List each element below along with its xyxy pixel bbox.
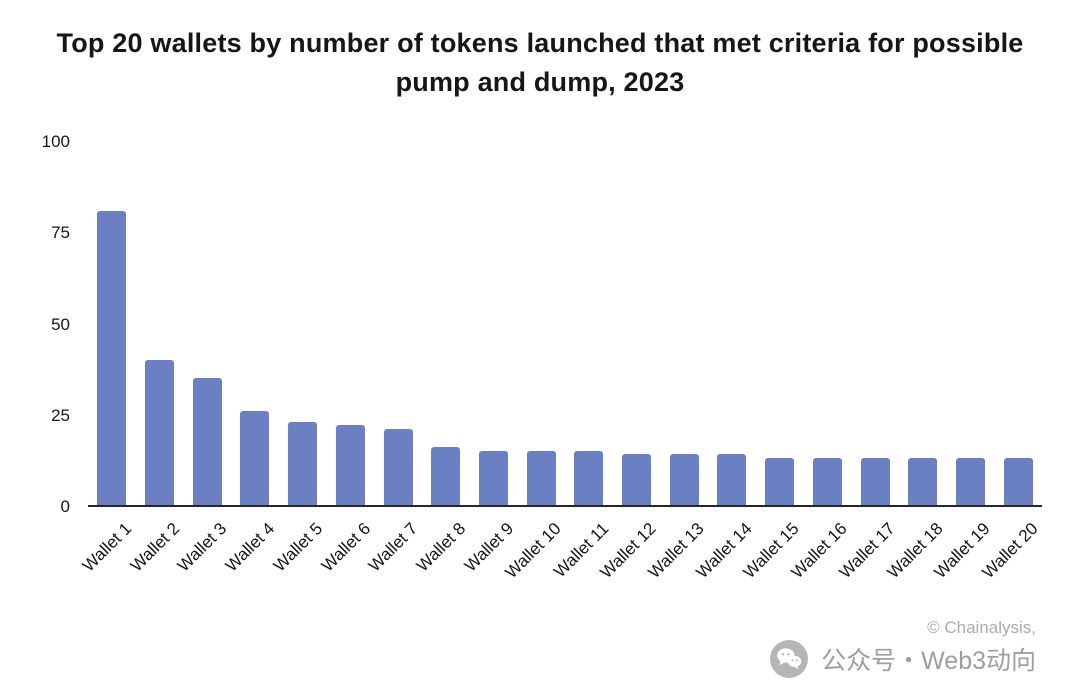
bar-wallet-5 bbox=[288, 421, 318, 505]
x-tick-label: Wallet 2 bbox=[126, 519, 183, 576]
bar-column bbox=[660, 142, 708, 505]
x-label-cell: Wallet 9 bbox=[461, 509, 518, 604]
x-axis-labels: Wallet 1 Wallet 2 Wallet 3 Wallet 4 Wallet 5… bbox=[79, 509, 1042, 604]
bar-wallet-8 bbox=[431, 446, 461, 505]
bar-column bbox=[183, 142, 231, 505]
bar-column bbox=[756, 142, 804, 505]
bar-column bbox=[565, 142, 613, 505]
bar-wallet-13 bbox=[669, 454, 699, 505]
x-label-cell: Wallet 1 bbox=[79, 509, 136, 604]
bar-column bbox=[231, 142, 279, 505]
bar-wallet-4 bbox=[240, 410, 270, 505]
bar-wallet-3 bbox=[192, 377, 222, 505]
bar-wallet-2 bbox=[145, 359, 175, 505]
bar-column bbox=[136, 142, 184, 505]
bar-column bbox=[517, 142, 565, 505]
bar-wallet-9 bbox=[478, 450, 508, 505]
x-label-cell: Wallet 6 bbox=[317, 509, 375, 604]
bar-column bbox=[708, 142, 756, 505]
bar-column bbox=[470, 142, 518, 505]
x-label-cell: Wallet 14 bbox=[692, 509, 756, 604]
bar-column bbox=[422, 142, 470, 505]
bar-wallet-15 bbox=[765, 457, 795, 505]
bar-column bbox=[899, 142, 947, 505]
bar-wallet-16 bbox=[812, 457, 842, 505]
bar-wallet-17 bbox=[860, 457, 890, 505]
x-label-cell: Wallet 19 bbox=[931, 509, 995, 604]
bar-column bbox=[327, 142, 375, 505]
bar-wallet-19 bbox=[956, 457, 985, 505]
x-label-cell: Wallet 12 bbox=[597, 509, 661, 604]
x-label-cell: Wallet 8 bbox=[413, 509, 470, 604]
y-tick-label: 75 bbox=[51, 223, 70, 243]
bar-wallet-18 bbox=[908, 457, 938, 505]
watermark-text: 公众号・Web3动向 bbox=[821, 647, 1036, 675]
chart-title: Top 20 wallets by number of tokens launc… bbox=[56, 28, 1024, 98]
x-tick-label: Wallet 3 bbox=[174, 519, 231, 576]
bar-wallet-14 bbox=[717, 454, 747, 505]
wechat-icon bbox=[770, 640, 809, 678]
bar-column bbox=[947, 142, 995, 505]
bar-column bbox=[374, 142, 422, 505]
bar-wallet-12 bbox=[622, 454, 652, 505]
y-axis: 0 25 50 75 100 bbox=[30, 132, 76, 516]
x-tick-label: Wallet 5 bbox=[269, 519, 327, 576]
y-tick-label: 0 bbox=[60, 497, 70, 516]
y-tick-label: 25 bbox=[51, 405, 70, 425]
x-label-cell: Wallet 7 bbox=[365, 509, 422, 604]
bar-column bbox=[613, 142, 661, 505]
bar-wallet-20 bbox=[1003, 457, 1033, 505]
bar-wallet-11 bbox=[574, 450, 604, 505]
watermark: 公众号・Web3动向 bbox=[770, 640, 1036, 678]
x-label-cell: Wallet 11 bbox=[550, 509, 613, 604]
y-tick-label: 100 bbox=[41, 132, 70, 151]
x-label-cell: Wallet 18 bbox=[883, 509, 947, 604]
x-label-cell: Wallet 5 bbox=[270, 509, 327, 604]
x-tick-label: Wallet 8 bbox=[412, 519, 470, 576]
x-tick-label: Wallet 6 bbox=[317, 519, 374, 576]
bar-column bbox=[851, 142, 899, 505]
x-label-cell: Wallet 16 bbox=[788, 509, 852, 604]
x-label-cell: Wallet 15 bbox=[740, 509, 804, 604]
x-label-cell: Wallet 2 bbox=[127, 509, 184, 604]
bar-wallet-6 bbox=[335, 425, 365, 505]
plot-area bbox=[88, 142, 1042, 507]
bar-wallet-7 bbox=[383, 428, 413, 505]
attribution-text: © Chainalysis, bbox=[927, 618, 1036, 637]
x-label-cell: Wallet 4 bbox=[222, 509, 279, 604]
bar-column bbox=[88, 142, 136, 505]
bar-column bbox=[279, 142, 327, 505]
x-tick-label: Wallet 1 bbox=[78, 519, 136, 576]
bar-wallet-1 bbox=[97, 210, 127, 505]
bar-chart: 0 25 50 75 100 bbox=[30, 132, 1042, 516]
x-label-cell: Wallet 3 bbox=[174, 509, 231, 604]
bar-column bbox=[994, 142, 1042, 505]
y-tick-label: 50 bbox=[51, 314, 70, 334]
x-tick-label: Wallet 7 bbox=[365, 519, 422, 576]
bar-column bbox=[804, 142, 852, 505]
bar-wallet-10 bbox=[526, 450, 556, 505]
x-label-cell: Wallet 17 bbox=[835, 509, 899, 604]
x-label-cell: Wallet 10 bbox=[502, 509, 565, 604]
x-label-cell: Wallet 13 bbox=[645, 509, 708, 604]
x-label-cell: Wallet 20 bbox=[979, 509, 1042, 604]
x-tick-label: Wallet 4 bbox=[221, 519, 279, 576]
